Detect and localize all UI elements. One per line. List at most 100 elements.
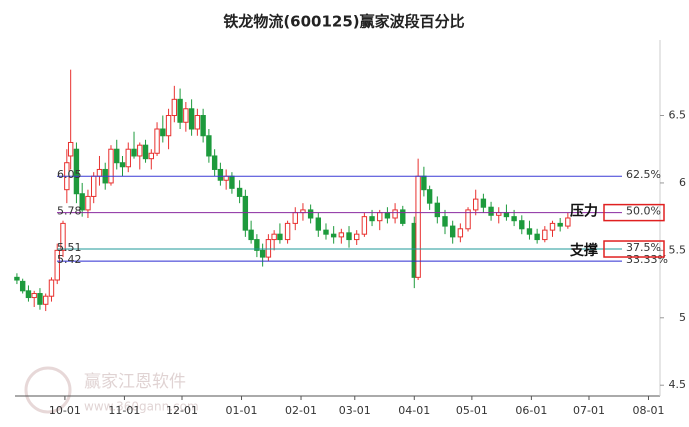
candle-body — [557, 222, 563, 227]
candle-body — [338, 232, 345, 238]
candle-body — [284, 222, 291, 241]
candle-body — [392, 209, 398, 219]
candle — [248, 220, 254, 244]
candle — [392, 203, 398, 224]
candle — [415, 158, 421, 281]
candle — [292, 207, 298, 231]
candle — [37, 288, 43, 310]
candle — [142, 139, 149, 163]
annotation: 支撑 — [569, 242, 598, 259]
candle-body — [361, 216, 368, 235]
candle — [171, 85, 178, 123]
candle — [114, 139, 120, 170]
candle-body — [37, 293, 43, 305]
candle — [73, 142, 80, 204]
candle-body — [114, 148, 120, 164]
x-tick-label: 03-01 — [339, 404, 371, 417]
candle-body — [488, 206, 494, 216]
x-tick-label: 08-01 — [632, 404, 664, 417]
candle — [217, 162, 224, 186]
candle-body — [369, 216, 375, 222]
candle-body — [265, 239, 272, 258]
x-tick-label: 07-01 — [573, 404, 605, 417]
candle-body — [148, 152, 154, 160]
candle-body — [236, 187, 243, 197]
candle-body — [542, 229, 548, 241]
y-tick-label: 4.5 — [669, 378, 687, 391]
candle — [442, 209, 448, 235]
highlight-box — [603, 203, 665, 222]
candle-body — [79, 193, 85, 211]
candle — [353, 230, 360, 245]
candle — [265, 234, 272, 262]
candle — [223, 169, 229, 190]
candle-body — [131, 148, 137, 157]
candle-body — [60, 222, 66, 251]
candle — [108, 145, 114, 186]
candle-body — [277, 233, 283, 241]
x-tick-label: 05-01 — [456, 404, 488, 417]
candle-body — [119, 162, 126, 168]
candle — [236, 180, 243, 204]
candle-body — [457, 228, 464, 238]
candle — [67, 69, 74, 170]
candle — [125, 142, 131, 173]
candle-body — [426, 189, 433, 204]
level-value-label: 5.51 — [57, 241, 82, 254]
candle — [330, 226, 337, 244]
candle — [449, 220, 456, 244]
candle-body — [25, 290, 32, 299]
candle — [338, 228, 345, 244]
candle — [300, 203, 306, 221]
candle-body — [242, 195, 249, 231]
candle — [200, 108, 206, 143]
candle — [96, 155, 103, 186]
highlight-box — [603, 240, 665, 258]
y-tick-label: 6.5 — [669, 109, 687, 122]
annotation: 压力 — [570, 203, 598, 220]
candle-body — [31, 293, 37, 299]
candle — [148, 149, 154, 170]
level-percent-label: 62.5% — [626, 168, 661, 181]
candle-body — [54, 249, 60, 281]
x-tick-label: 04-01 — [398, 404, 430, 417]
candle-body — [160, 128, 166, 137]
candle — [229, 172, 235, 194]
candle — [254, 234, 260, 258]
candle — [194, 108, 201, 136]
candle-body — [125, 148, 131, 168]
candle — [48, 277, 55, 302]
candle — [31, 290, 37, 307]
candle-body — [353, 233, 360, 241]
candle-body — [549, 222, 556, 231]
chart-title: 铁龙物流(600125)赢家波段百分比 — [223, 13, 464, 31]
candle — [473, 189, 479, 216]
candle-body — [85, 195, 91, 211]
candle-body — [346, 232, 352, 241]
level-percent-label: 33.33% — [626, 253, 668, 266]
candle — [426, 185, 433, 210]
candle-body — [526, 228, 533, 235]
x-tick-label: 01-01 — [226, 404, 258, 417]
candle-body — [415, 175, 421, 278]
candle-body — [534, 233, 540, 241]
candle-body — [154, 128, 160, 154]
candle — [14, 273, 20, 285]
candle-body — [188, 108, 195, 130]
candle-body — [223, 175, 229, 181]
candle-body — [400, 209, 406, 224]
candle-body — [194, 115, 201, 130]
candle — [526, 220, 533, 240]
candle — [557, 218, 563, 232]
candle — [361, 212, 368, 237]
candle — [549, 220, 556, 237]
candle-body — [73, 148, 80, 195]
candle-body — [96, 168, 103, 177]
candle — [85, 189, 91, 218]
candle-body — [254, 239, 260, 251]
candle-body — [565, 217, 571, 227]
candle — [465, 207, 471, 232]
candle — [400, 205, 406, 227]
candle-body — [217, 168, 224, 181]
